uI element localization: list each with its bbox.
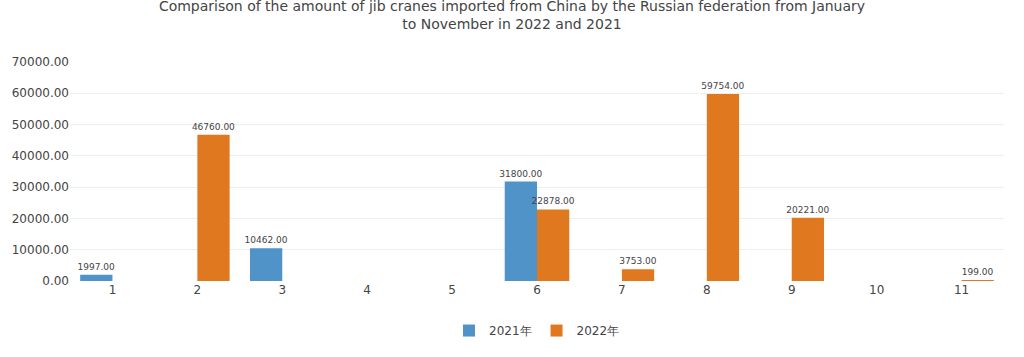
svg-text:10000.00: 10000.00: [12, 243, 69, 257]
svg-text:2022年: 2022年: [577, 324, 620, 338]
svg-text:50000.00: 50000.00: [12, 118, 69, 132]
svg-text:5: 5: [448, 283, 456, 297]
svg-text:11: 11: [954, 283, 969, 297]
svg-text:2: 2: [194, 283, 202, 297]
svg-text:1997.00: 1997.00: [78, 262, 115, 272]
svg-text:2021年: 2021年: [489, 324, 532, 338]
svg-text:0.00: 0.00: [42, 274, 69, 288]
svg-text:60000.00: 60000.00: [12, 86, 69, 100]
svg-text:31800.00: 31800.00: [499, 169, 542, 179]
svg-text:6: 6: [533, 283, 541, 297]
svg-text:10462.00: 10462.00: [245, 235, 288, 245]
svg-text:3: 3: [278, 283, 286, 297]
svg-text:1: 1: [109, 283, 117, 297]
svg-text:70000.00: 70000.00: [12, 55, 69, 69]
svg-text:20000.00: 20000.00: [12, 212, 69, 226]
svg-text:Comparison of the amount of ji: Comparison of the amount of jib cranes i…: [159, 0, 865, 32]
svg-text:4: 4: [363, 283, 371, 297]
svg-text:9: 9: [788, 283, 796, 297]
svg-text:46760.00: 46760.00: [192, 122, 235, 132]
svg-text:10: 10: [869, 283, 884, 297]
svg-text:30000.00: 30000.00: [12, 180, 69, 194]
svg-text:22878.00: 22878.00: [532, 196, 575, 206]
svg-text:20221.00: 20221.00: [786, 205, 829, 215]
svg-text:199.00: 199.00: [962, 267, 994, 277]
svg-text:40000.00: 40000.00: [12, 149, 69, 163]
svg-text:3753.00: 3753.00: [619, 256, 656, 266]
svg-text:59754.00: 59754.00: [701, 81, 744, 91]
svg-text:7: 7: [618, 283, 626, 297]
svg-text:8: 8: [703, 283, 711, 297]
